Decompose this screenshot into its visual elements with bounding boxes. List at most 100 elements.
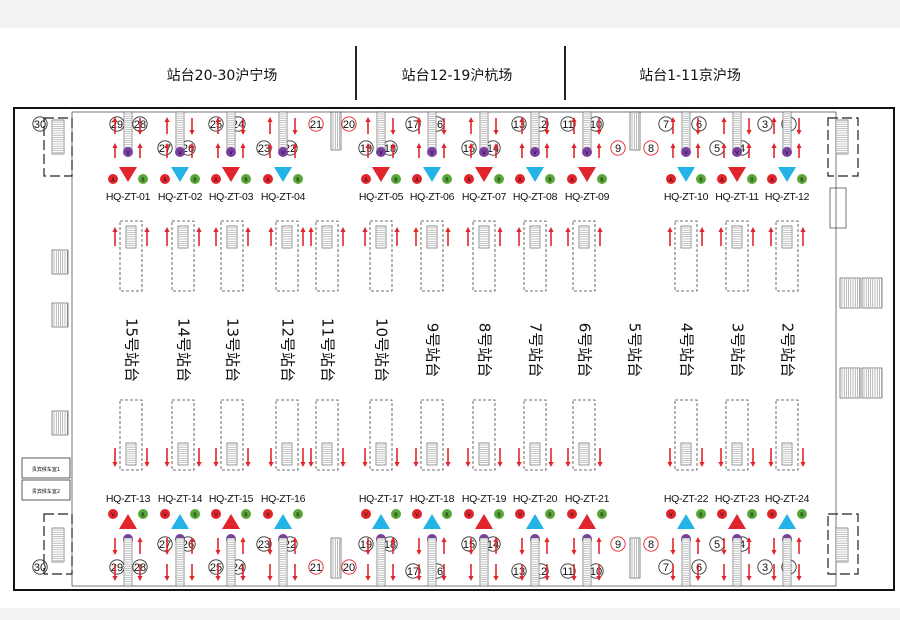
badge-a-top-9 <box>567 174 577 184</box>
platform-arrow-dn-l-14-head <box>768 462 774 467</box>
badge-v-top-7-letter: V <box>482 151 486 157</box>
arrow-top-up-8-head <box>519 117 525 122</box>
badge-b-bottom-9 <box>597 509 607 519</box>
triangle-bottom-9 <box>578 514 596 529</box>
badge-v-top-8-letter: V <box>533 151 537 157</box>
arrow-top-down-1-head <box>137 130 143 135</box>
vip-room-2-label: 贵宾候车室2 <box>32 488 60 495</box>
gate-top-3 <box>757 116 773 132</box>
badge-v-bottom-2 <box>160 509 170 519</box>
vip-room-1-label: 贵宾候车室1 <box>32 466 60 473</box>
arrow-bottom-down2-9-head <box>571 576 577 581</box>
triangle-top-8 <box>526 167 544 182</box>
badge-b-top-9-letter: B <box>600 178 604 184</box>
left-side-stairs-2 <box>51 302 69 328</box>
badge-a-top-8-letter: A <box>518 178 522 184</box>
platform-stair-upper-8 <box>472 220 496 292</box>
arrow-top-up-5-head <box>365 117 371 122</box>
badge-b-bottom-8-letter: B <box>548 513 552 519</box>
platform-label-7: 9号站台 <box>424 323 442 378</box>
badge-v-top-11-letter: V <box>735 151 739 157</box>
badge-a-top-4 <box>263 174 273 184</box>
gate-bottom-27 <box>157 536 173 552</box>
arrow-bottom-down-10-head <box>670 550 676 555</box>
badge-b-bottom-4-letter: B <box>296 513 300 519</box>
gate-bottom-6 <box>691 559 707 575</box>
triangle-top-2 <box>171 167 189 182</box>
vip-room-1 <box>21 457 71 479</box>
zt-label-top-7: HQ-ZT-07 <box>462 191 507 203</box>
gate-top-27-label: 27 <box>159 143 171 155</box>
badge-b-bottom-5 <box>391 509 401 519</box>
zt-label-bottom-9: HQ-ZT-21 <box>565 493 610 505</box>
badge-b-bottom-4 <box>293 509 303 519</box>
arrow-top-up-7-head <box>468 117 474 122</box>
platform-stair-upper-3 <box>220 220 244 292</box>
arrow-top-up3-10-head <box>695 143 701 148</box>
platform-arrow-up-l-3-head <box>213 227 219 232</box>
arrow-top-up3-7-head <box>493 143 499 148</box>
zt-label-top-12: HQ-ZT-12 <box>765 191 810 203</box>
platform-arrow-dn-r-4-head <box>300 462 306 467</box>
gate-bottom-30-label: 30 <box>34 562 46 574</box>
badge-v-bottom-2-letter: V <box>163 513 167 519</box>
gate-bottom-9-label: 9 <box>615 539 621 551</box>
gate-top-21 <box>308 116 324 132</box>
arrow-bottom-down-8-head <box>519 550 525 555</box>
badge-v-top-1-letter: V <box>126 151 130 157</box>
zt-label-bottom-1: HQ-ZT-13 <box>106 493 151 505</box>
badge-v-top-4 <box>278 147 288 157</box>
right-side-stairs-1 <box>839 277 861 309</box>
gate-bottom-25-label: 25 <box>210 562 222 574</box>
arrow-bottom-down-4-head <box>267 550 273 555</box>
arrow-top-up3-2-head <box>189 143 195 148</box>
platform-label-6: 10号站台 <box>373 318 391 382</box>
badge-v-bottom-8-letter: V <box>518 513 522 519</box>
gate-bottom-19-label: 19 <box>360 539 372 551</box>
badge-b-top-3 <box>241 174 251 184</box>
arrow-bottom-up-4-head <box>292 537 298 542</box>
arrow-bottom-down-2-head <box>164 550 170 555</box>
stairs-bottom-2 <box>629 537 641 579</box>
badge-b-top-10 <box>696 174 706 184</box>
arrow-bottom-up-5-head <box>390 537 396 542</box>
platform-label-12: 4号站台 <box>678 323 696 378</box>
badge-b-top-8 <box>545 174 555 184</box>
arrow-top-up2-6-head <box>416 143 422 148</box>
platform-arrow-up-l-10-head <box>565 227 571 232</box>
arrow-bottom-down3-2-head <box>189 576 195 581</box>
zt-label-bottom-5: HQ-ZT-17 <box>359 493 404 505</box>
badge-v-top-7 <box>479 147 489 157</box>
arrow-top-up3-11-head <box>746 143 752 148</box>
arrow-bottom-up-7-head <box>493 537 499 542</box>
zt-label-bottom-6: HQ-ZT-18 <box>410 493 455 505</box>
gate-top-5-label: 5 <box>714 143 720 155</box>
triangle-bottom-3 <box>222 514 240 529</box>
arrow-bottom-down2-12-head <box>771 576 777 581</box>
gate-top-11 <box>560 116 576 132</box>
badge-b-top-4-letter: B <box>296 178 300 184</box>
platform-arrow-dn-r-8-head <box>497 462 503 467</box>
badge-b-bottom-6 <box>442 509 452 519</box>
platform-arrow-dn-l-8-head <box>465 462 471 467</box>
triangle-top-6 <box>423 167 441 182</box>
gate-bottom-8 <box>643 536 659 552</box>
badge-b-top-4 <box>293 174 303 184</box>
gate-bottom-17-label: 17 <box>407 566 419 578</box>
badge-v-bottom-9-letter: V <box>570 513 574 519</box>
stair-top-right <box>835 119 849 155</box>
badge-v-top-3-letter: V <box>229 151 233 157</box>
badge-v-top-6-letter: V <box>430 151 434 157</box>
gate-top-7-label: 7 <box>663 119 669 131</box>
arrow-bottom-down-5-head <box>365 550 371 555</box>
arrow-bottom-down2-2-head <box>164 576 170 581</box>
stairs-top-1 <box>330 111 342 151</box>
triangle-bottom-5 <box>372 514 390 529</box>
arrow-top-up-6-head <box>416 117 422 122</box>
platform-stair-lower-10 <box>572 399 596 471</box>
stair-top-left <box>51 119 65 155</box>
badge-b-bottom-2 <box>190 509 200 519</box>
arrow-top-up-12-head <box>771 117 777 122</box>
platform-arrow-up-r-7-head <box>445 227 451 232</box>
gate-bottom-8-label: 8 <box>648 539 654 551</box>
